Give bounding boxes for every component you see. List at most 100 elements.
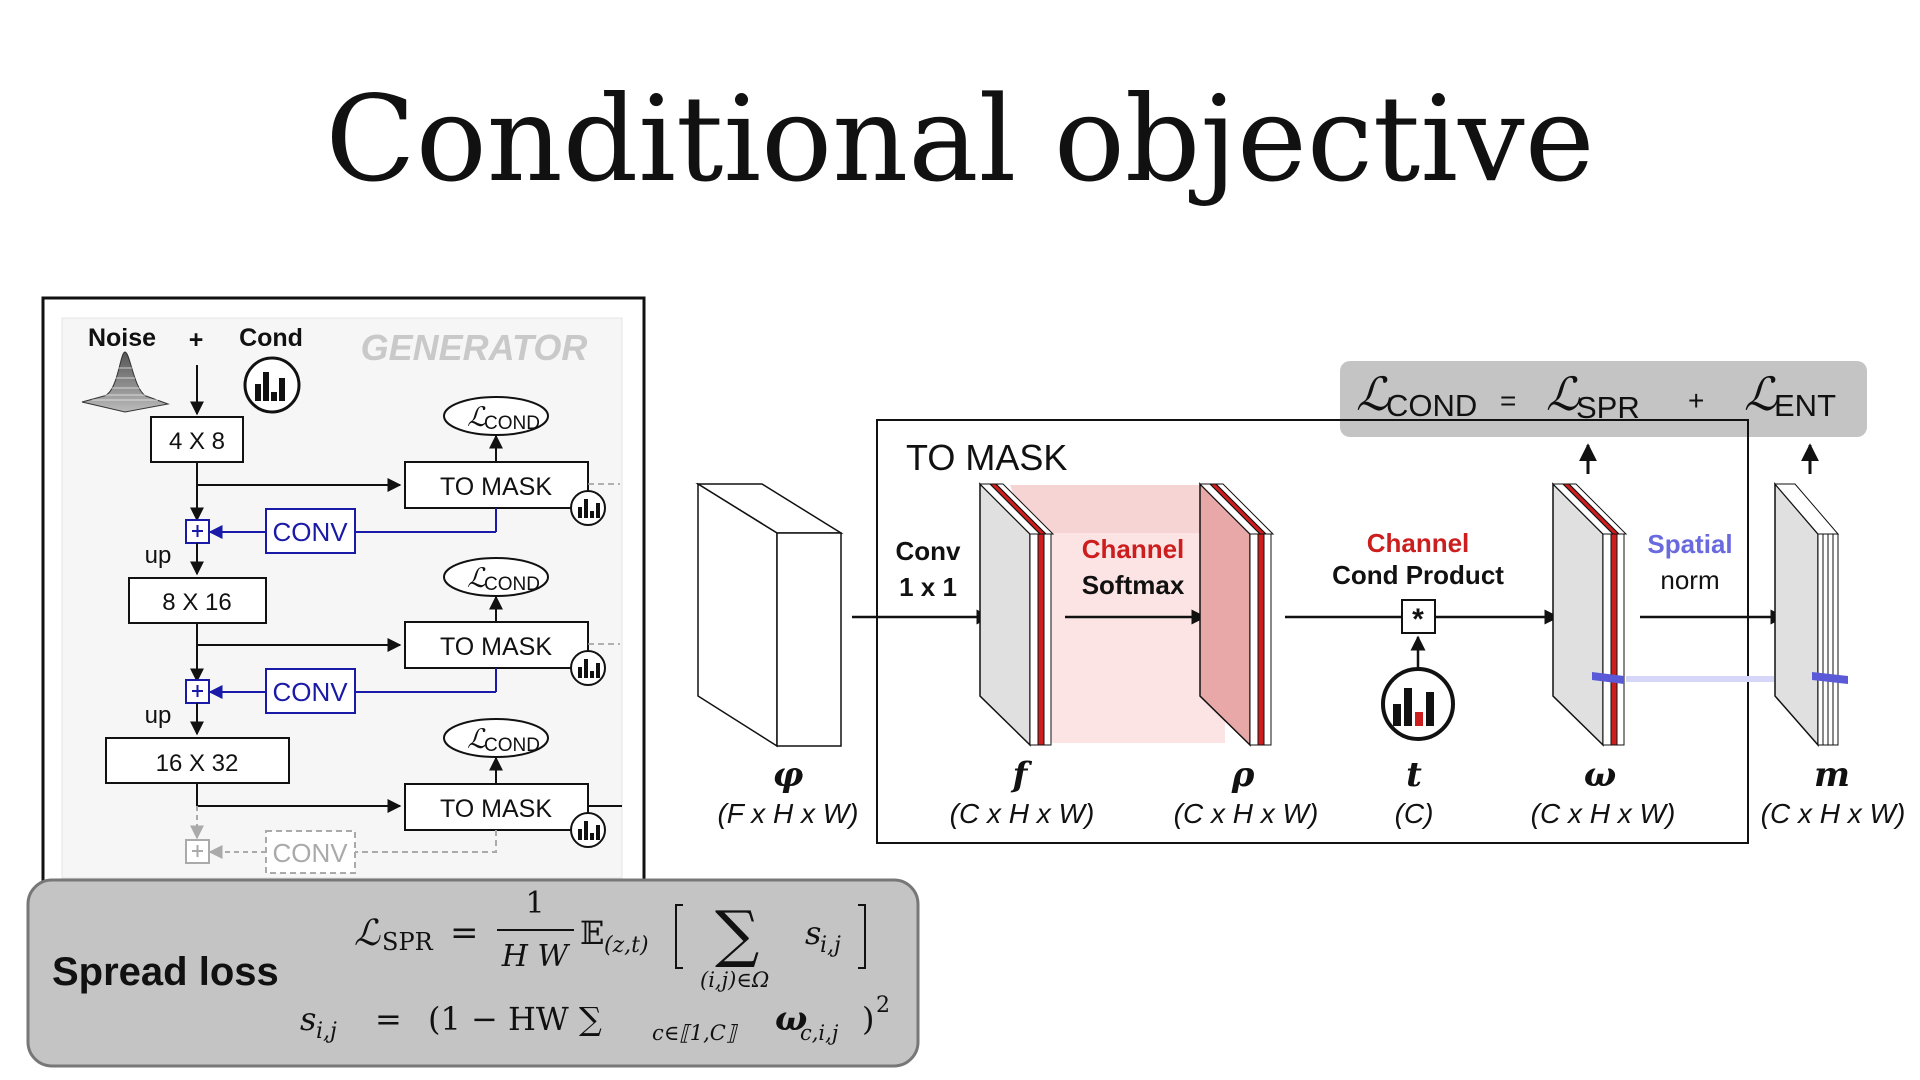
- eq2-power: 2: [876, 993, 890, 1018]
- spread-loss-box: Spread loss ℒ SPR = 1 H W 𝔼 (z,t) ∑ (i,j…: [26, 878, 920, 1068]
- cond-histogram-icon: [243, 356, 301, 414]
- spatial-norm-band: [1626, 676, 1774, 682]
- stage-label: 8 X 16: [162, 589, 231, 616]
- loss-term2-script: ℒ: [1744, 367, 1778, 421]
- loss-cond-sub: COND: [484, 574, 540, 595]
- channel-softmax-label-line1: Channel: [1082, 534, 1185, 564]
- cond-label: Cond: [239, 324, 303, 352]
- eq2-omega: ω: [775, 999, 807, 1039]
- eq1-summand: s: [805, 914, 821, 952]
- add-node: [185, 679, 210, 704]
- loss-equals: =: [1500, 385, 1516, 416]
- spread-loss-label: Spread loss: [52, 950, 279, 994]
- tensor-shape-rho: (C x H x W): [1174, 798, 1319, 829]
- to-mask-frame: [876, 419, 1749, 844]
- eq1-lhs-sub: SPR: [382, 928, 434, 956]
- eq2-sum-sub: c∈⟦1,C⟧: [652, 1021, 739, 1045]
- loss-lhs-script: ℒ: [1356, 367, 1390, 421]
- eq1-close-bracket: [858, 904, 866, 969]
- eq1-sum-sub: (i,j)∈Ω: [700, 968, 769, 992]
- loss-formula-box: ℒ COND = ℒ SPR + ℒ ENT: [1340, 361, 1867, 437]
- loss-cond-ellipse: ℒ COND: [443, 718, 549, 758]
- tensor-symbol-rho: ρ: [1231, 755, 1255, 795]
- loss-cond-script: ℒ: [467, 402, 487, 433]
- eq1-frac-num: 1: [525, 886, 544, 921]
- to-mask-title: TO MASK: [906, 437, 1067, 478]
- noise-label: Noise: [88, 324, 156, 352]
- spread-loss-eq1: ℒ SPR = 1 H W 𝔼 (z,t) ∑ (i,j)∈Ω s i,j: [354, 886, 866, 992]
- faded-conv-label: CONV: [272, 838, 348, 868]
- eq1-frac-den: H W: [501, 939, 571, 974]
- channel-softmax-label-line2: Softmax: [1082, 570, 1185, 600]
- tensor-symbol-phi: φ: [773, 755, 804, 795]
- stage-box: [105, 737, 290, 784]
- conv-box: [265, 508, 356, 554]
- phi-tensor-cube: [695, 482, 844, 748]
- softmax-highlight: [1028, 533, 1225, 743]
- generator-panel: GENERATOR Noise + Cond 4 X 8 TO MASK: [41, 296, 646, 900]
- conv-1x1-label-line2: 1 x 1: [899, 572, 957, 602]
- to-mask-label: TO MASK: [440, 795, 552, 823]
- eq1-expect: 𝔼: [580, 914, 604, 952]
- cond-product-label-line2: Cond Product: [1332, 560, 1504, 590]
- eq1-expect-sub: (z,t): [604, 933, 649, 958]
- eq1-sum: ∑: [715, 897, 759, 970]
- eq2-lhs-sub: i,j: [316, 1019, 337, 1044]
- gaussian-noise-icon: [81, 351, 170, 413]
- eq2-close: ): [862, 1000, 874, 1038]
- rho-tensor-stack: [1198, 482, 1275, 747]
- conv-1x1-label-line1: Conv: [896, 536, 962, 566]
- loss-cond-ellipse: ℒ COND: [443, 396, 549, 436]
- loss-term2-sub: ENT: [1774, 388, 1836, 423]
- conv-label: CONV: [272, 677, 348, 707]
- to-mask-box: [404, 461, 589, 509]
- m-spatial-strip: [1812, 672, 1848, 684]
- histogram-icon: [570, 650, 606, 686]
- cond-product-label-line1: Channel: [1367, 528, 1470, 558]
- stage-label: 4 X 8: [169, 428, 225, 455]
- loss-cond-script: ℒ: [467, 724, 487, 755]
- tensor-symbol-f: f: [1011, 755, 1033, 795]
- tensor-shape-phi: (F x H x W): [717, 798, 858, 829]
- loss-plus: +: [1688, 385, 1704, 416]
- spatial-norm-label-line2: norm: [1660, 565, 1719, 595]
- generator-watermark: GENERATOR: [361, 327, 588, 368]
- loss-cond-sub: COND: [484, 735, 540, 756]
- to-mask-pipeline: TO MASK Conv 1 x 1 Channel Softmax: [695, 419, 1906, 844]
- faded-add-node: [185, 839, 210, 864]
- stage-label: 16 X 32: [156, 750, 239, 777]
- eq1-open-bracket: [675, 904, 683, 969]
- conv-label: CONV: [272, 517, 348, 547]
- loss-cond-ellipse: ℒ COND: [443, 557, 549, 597]
- loss-lhs-sub: COND: [1386, 388, 1477, 423]
- loss-term1-script: ℒ: [1546, 367, 1580, 421]
- noise-cond-plus: +: [189, 326, 204, 354]
- up-label: up: [145, 542, 172, 569]
- stage-box: [150, 416, 244, 463]
- eq1-lhs: ℒ: [354, 913, 381, 954]
- tensor-symbol-t: t: [1406, 755, 1422, 795]
- loss-formula-bg: [1340, 361, 1867, 437]
- eq1-summand-sub: i,j: [820, 933, 841, 958]
- eq2-omega-sub: c,i,j: [800, 1021, 839, 1045]
- faded-conv-box: [265, 830, 356, 874]
- t-histogram-icon: [1381, 667, 1455, 741]
- loss-cond-script: ℒ: [467, 563, 487, 594]
- tensor-shape-omega: (C x H x W): [1531, 798, 1676, 829]
- eq2-body: (1 − HW ∑: [428, 1000, 602, 1038]
- spread-loss-eq2: s i,j = (1 − HW ∑ c∈⟦1,C⟧ ω c,i,j ) 2: [300, 993, 890, 1045]
- faded-conv-link: [355, 830, 497, 853]
- tensor-shape-t: (C): [1395, 798, 1434, 829]
- spatial-norm-label-line1: Spatial: [1647, 529, 1732, 559]
- tensor-symbol-m: m: [1814, 755, 1850, 795]
- spread-loss-bg: [26, 878, 920, 1068]
- tensor-symbol-omega: ω: [1584, 755, 1616, 795]
- to-mask-label: TO MASK: [440, 473, 552, 501]
- cond-product-node: [1401, 599, 1436, 634]
- f-tensor-stack: [978, 482, 1055, 747]
- m-tensor-stack: [1773, 481, 1848, 747]
- eq1-eq: =: [450, 913, 479, 953]
- softmax-highlight-top: [1010, 485, 1225, 533]
- tensor-shape-m: (C x H x W): [1761, 798, 1906, 829]
